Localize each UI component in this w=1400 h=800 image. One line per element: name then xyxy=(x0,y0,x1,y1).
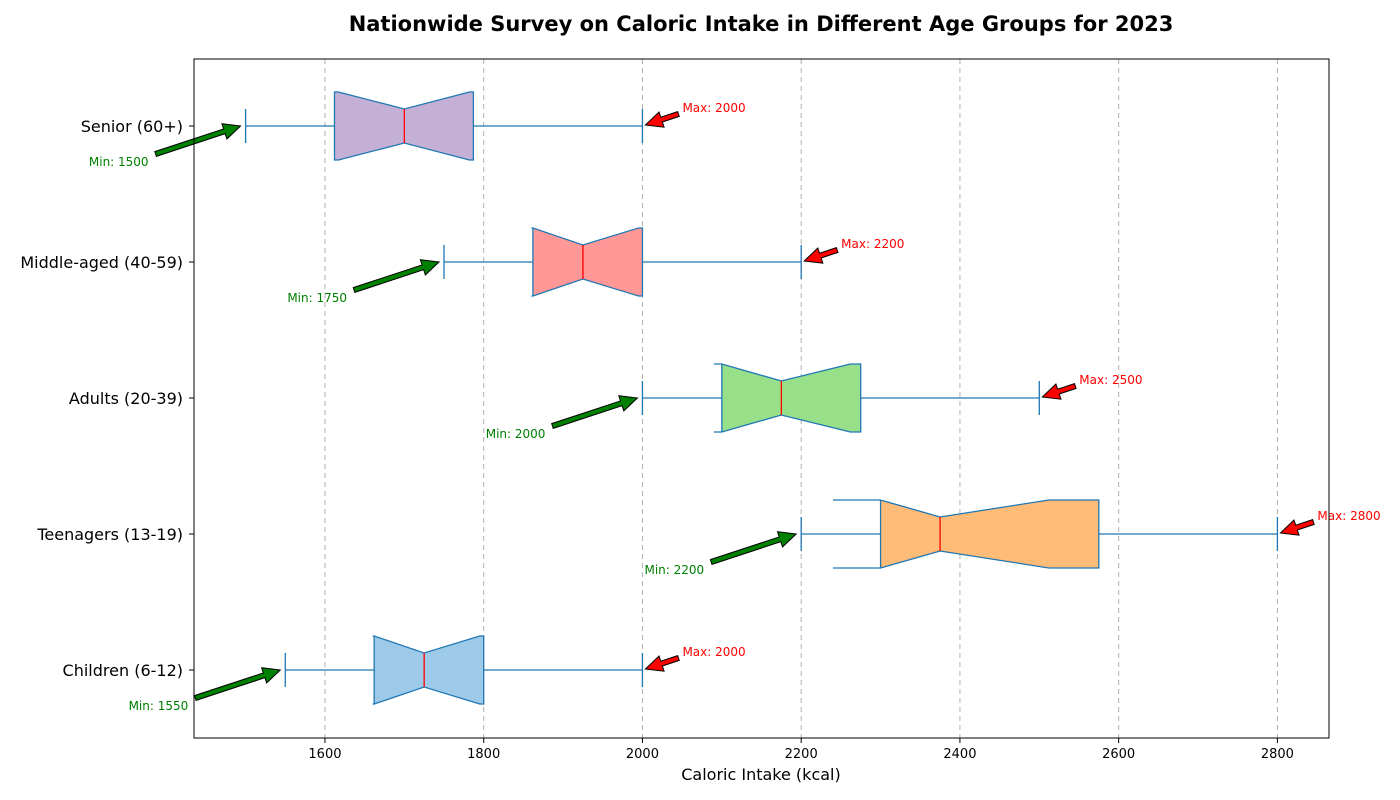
x-tick-label: 2000 xyxy=(626,747,659,762)
y-tick-label: Teenagers (13-19) xyxy=(36,525,183,544)
x-axis-title: Caloric Intake (kcal) xyxy=(681,765,840,784)
max-arrow xyxy=(644,654,680,672)
min-annotation: Min: 2000 xyxy=(486,427,546,441)
min-annotation: Min: 1500 xyxy=(89,155,149,169)
max-arrow xyxy=(803,246,839,264)
min-arrow xyxy=(709,531,798,566)
box-body xyxy=(832,499,1100,569)
min-arrow xyxy=(352,259,441,294)
y-tick-label: Senior (60+) xyxy=(81,117,183,136)
y-tick-label: Middle-aged (40-59) xyxy=(20,253,183,272)
box-3 xyxy=(443,227,802,297)
box-body xyxy=(372,635,485,705)
x-tick-label: 2400 xyxy=(943,747,976,762)
box-series xyxy=(244,91,1279,705)
y-tick-label: Children (6-12) xyxy=(63,661,183,680)
box-1 xyxy=(800,499,1279,569)
max-annotation: Max: 2000 xyxy=(682,645,745,659)
chart-title: Nationwide Survey on Caloric Intake in D… xyxy=(349,12,1174,36)
min-annotation: Min: 2200 xyxy=(644,563,704,577)
min-arrow xyxy=(551,395,639,430)
box-0 xyxy=(284,635,644,705)
max-arrow xyxy=(1279,518,1315,536)
y-tick-label: Adults (20-39) xyxy=(69,389,183,408)
x-tick-label: 1800 xyxy=(467,747,500,762)
x-axis-ticks: 1600 1800 2000 2200 2400 2600 2800 xyxy=(308,738,1294,762)
min-arrow xyxy=(193,667,282,702)
max-annotation: Max: 2800 xyxy=(1317,509,1380,523)
x-tick-label: 1600 xyxy=(308,747,341,762)
max-annotation: Max: 2200 xyxy=(841,237,904,251)
box-4 xyxy=(244,91,644,161)
y-axis-ticks: Children (6-12) Teenagers (13-19) Adults (… xyxy=(20,117,194,680)
max-arrow xyxy=(1041,382,1077,400)
x-tick-label: 2200 xyxy=(785,747,818,762)
min-annotation: Min: 1750 xyxy=(287,291,347,305)
x-tick-label: 2600 xyxy=(1102,747,1135,762)
max-annotation: Max: 2000 xyxy=(682,101,745,115)
max-annotation: Max: 2500 xyxy=(1079,373,1142,387)
box-2 xyxy=(641,363,1040,433)
box-body xyxy=(531,227,644,297)
min-arrow xyxy=(154,123,242,158)
x-tick-label: 2800 xyxy=(1261,747,1294,762)
box-body xyxy=(713,363,862,433)
annotations: Min: 1550 Max: 2000 Min: 2200 Max: 2800 Min:… xyxy=(89,101,1381,713)
min-annotation: Min: 1550 xyxy=(129,699,189,713)
max-arrow xyxy=(644,110,680,128)
